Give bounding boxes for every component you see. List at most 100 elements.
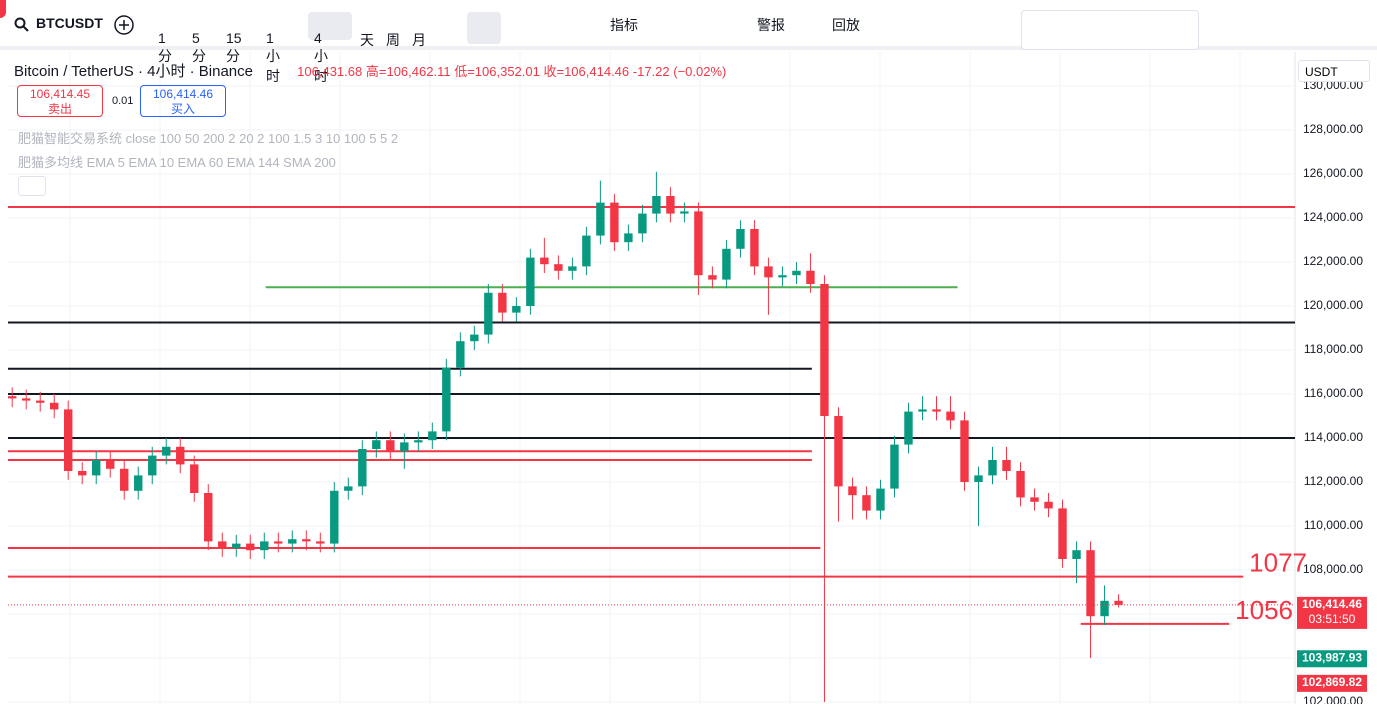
high: 高=106,462.11 bbox=[365, 64, 451, 79]
legend: Bitcoin / TetherUS · 4小时 · Binance 106,4… bbox=[14, 60, 726, 196]
candle-body bbox=[666, 195, 675, 214]
candle-body bbox=[386, 440, 395, 452]
sell-price: 106,414.45 bbox=[29, 87, 91, 101]
candle-body bbox=[470, 334, 479, 342]
countdown: 03:51:50 bbox=[1309, 612, 1356, 626]
candle-body bbox=[428, 431, 437, 441]
candle-body bbox=[820, 283, 829, 416]
candle-body bbox=[750, 228, 759, 267]
ohlc: 106,431.68 高=106,462.11 低=106,352.01 收=1… bbox=[297, 64, 726, 79]
candle-body bbox=[1044, 501, 1053, 509]
candle-body bbox=[316, 541, 325, 544]
candle-body bbox=[1072, 550, 1081, 559]
interval[interactable]: 月 bbox=[412, 32, 426, 48]
candle-body bbox=[442, 367, 451, 432]
candle-body bbox=[624, 233, 633, 243]
alert-dot bbox=[0, 0, 6, 18]
price-badge-label: 102,869.82 bbox=[1302, 675, 1362, 689]
interval[interactable]: 4小时 bbox=[314, 30, 328, 84]
sell-box[interactable]: 106,414.45 卖出 bbox=[17, 85, 103, 117]
candle-body bbox=[960, 420, 969, 482]
candle-body bbox=[582, 235, 591, 267]
candle-body bbox=[232, 543, 241, 548]
candle-body bbox=[1086, 550, 1095, 617]
interval[interactable]: 1小时 bbox=[266, 30, 280, 84]
candle-body bbox=[106, 459, 115, 469]
candle-body bbox=[932, 409, 941, 412]
search-icon[interactable] bbox=[14, 17, 30, 33]
candle-body bbox=[596, 202, 605, 236]
candle-body bbox=[78, 470, 87, 476]
interval[interactable]: 1分 bbox=[158, 30, 172, 64]
candle-body bbox=[708, 275, 717, 280]
close: 收=106,414.46 bbox=[543, 64, 630, 79]
candle-body bbox=[540, 257, 549, 265]
y-tick-label: 126,000.00 bbox=[1303, 166, 1363, 180]
candle-body bbox=[330, 490, 339, 544]
candle-body bbox=[414, 440, 423, 443]
y-tick-label: 122,000.00 bbox=[1303, 254, 1363, 268]
buy-label: 买入 bbox=[170, 102, 195, 116]
candle-body bbox=[988, 459, 997, 476]
candle-body bbox=[862, 495, 871, 511]
candle-body bbox=[456, 341, 465, 368]
candle-body bbox=[288, 539, 297, 544]
candle-body bbox=[36, 400, 45, 403]
y-tick-label: 114,000.00 bbox=[1304, 430, 1363, 444]
y-tick-label: 108,000.00 bbox=[1303, 562, 1363, 576]
candle-body bbox=[1016, 470, 1025, 498]
legend-title: Bitcoin / TetherUS · 4小时 · Binance bbox=[14, 63, 253, 80]
candle-body bbox=[848, 486, 857, 496]
candle-body bbox=[736, 228, 745, 249]
y-tick-label: 120,000.00 bbox=[1303, 298, 1363, 312]
interval[interactable]: 天 bbox=[360, 32, 374, 48]
candle-type[interactable] bbox=[467, 12, 501, 44]
candle-body bbox=[400, 442, 409, 452]
interval[interactable]: 15分 bbox=[226, 30, 242, 64]
candle-body bbox=[22, 398, 31, 401]
price-badge bbox=[1297, 596, 1367, 629]
candle-body bbox=[554, 264, 563, 271]
price-badge-label: 103,987.93 bbox=[1302, 650, 1362, 664]
candle-body bbox=[358, 448, 367, 487]
qty: 0.01 bbox=[112, 95, 134, 107]
price-badge bbox=[1297, 650, 1367, 668]
y-tick-label: 102,000.00 bbox=[1303, 694, 1363, 704]
price-badge-label: 106,414.46 bbox=[1302, 597, 1362, 611]
buy-box[interactable]: 106,414.46 买入 bbox=[140, 85, 226, 117]
candle-body bbox=[918, 409, 927, 412]
collapse-btn[interactable] bbox=[18, 176, 46, 196]
candle-body bbox=[246, 543, 255, 551]
add-symbol[interactable] bbox=[113, 14, 135, 36]
candle-body bbox=[792, 270, 801, 276]
candle-body bbox=[302, 539, 311, 542]
toolbar: BTCUSDT 1分 5分 15分 1小时 4小时 天周月 指标 警报 回放 bbox=[0, 0, 1377, 84]
candle-body bbox=[134, 475, 143, 491]
candle-body bbox=[1002, 459, 1011, 471]
interval[interactable]: 5分 bbox=[192, 30, 206, 64]
symbol[interactable]: BTCUSDT bbox=[36, 15, 103, 31]
currency-select[interactable]: USDT bbox=[1298, 60, 1370, 82]
replay-btn[interactable]: 回放 bbox=[832, 17, 860, 33]
y-tick-label: 118,000.00 bbox=[1304, 342, 1363, 356]
candle-body bbox=[1030, 497, 1039, 502]
y-tick-label: 128,000.00 bbox=[1303, 122, 1363, 136]
interval[interactable]: 周 bbox=[386, 32, 400, 48]
low: 低=106,352.01 bbox=[454, 64, 540, 79]
candle-body bbox=[694, 211, 703, 276]
candle-body bbox=[1058, 508, 1067, 559]
candle-body bbox=[218, 541, 227, 548]
indicator-1: 肥猫智能交易系统 close 100 50 200 2 20 2 100 1.5… bbox=[18, 131, 399, 146]
level-label: 1077 bbox=[1249, 547, 1307, 577]
candle-body bbox=[806, 270, 815, 284]
candle-body bbox=[610, 202, 619, 243]
candle-body bbox=[372, 440, 381, 449]
y-tick-label: 116,000.00 bbox=[1304, 386, 1363, 400]
alert-btn[interactable]: 警报 bbox=[757, 17, 785, 33]
candle-body bbox=[484, 292, 493, 335]
candle-body bbox=[260, 541, 269, 551]
candle-body bbox=[512, 305, 521, 313]
candle-body bbox=[498, 292, 507, 313]
candle-body bbox=[974, 475, 983, 482]
indicators-btn[interactable]: 指标 bbox=[610, 17, 638, 33]
